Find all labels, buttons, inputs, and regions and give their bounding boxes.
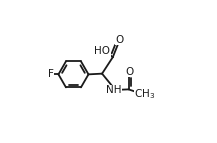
Text: CH$_3$: CH$_3$ xyxy=(134,87,156,101)
Text: O: O xyxy=(125,67,133,77)
Text: HO: HO xyxy=(94,46,110,56)
Text: NH: NH xyxy=(107,85,122,95)
Text: O: O xyxy=(115,35,123,45)
Text: F: F xyxy=(48,69,54,79)
